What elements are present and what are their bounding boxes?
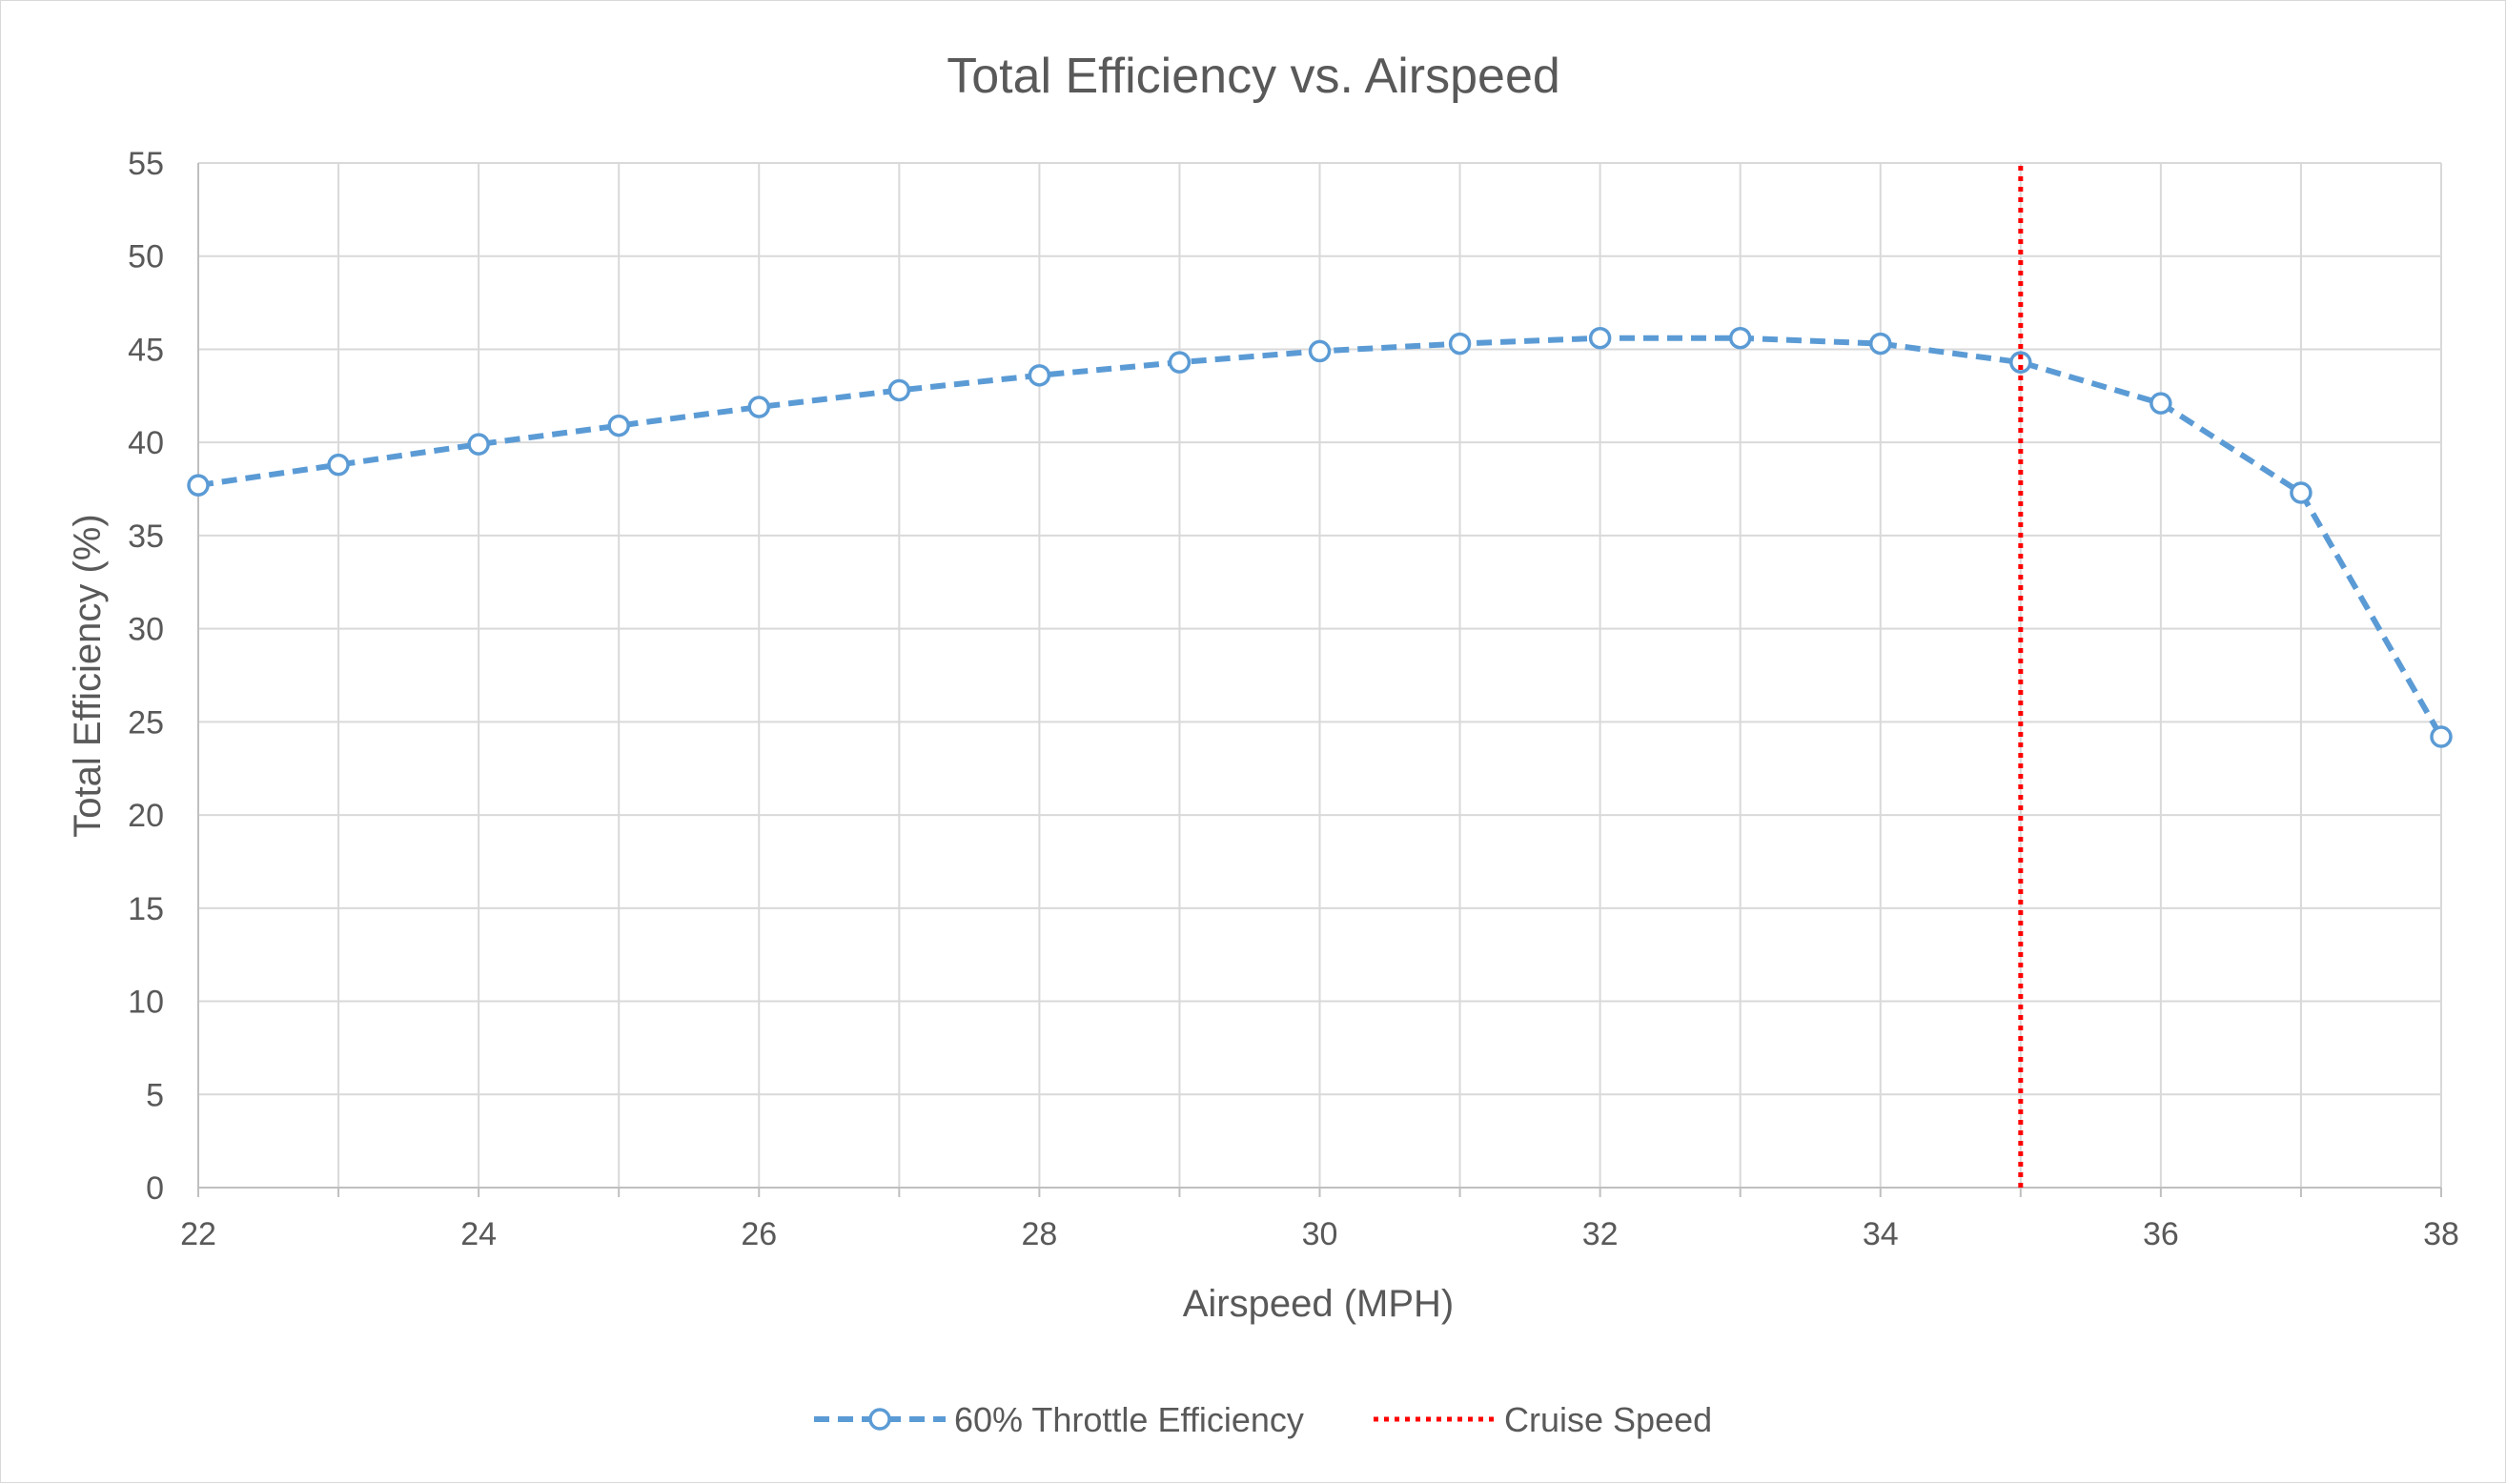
y-tick-labels: 0 5 10 15 20 25 30 35 40 45 50 55	[128, 146, 164, 1207]
data-point-0-3	[607, 414, 630, 437]
data-point-0-14	[2149, 392, 2172, 415]
y-tick-label-15: 15	[128, 891, 164, 927]
data-point-0-2	[467, 433, 490, 456]
data-point-0-4	[747, 396, 770, 418]
data-point-0-12	[1869, 332, 1892, 356]
data-point-0-0	[187, 474, 210, 497]
axes	[197, 163, 2442, 1197]
x-tick-label-26: 26	[741, 1216, 777, 1252]
legend-label-1: Cruise Speed	[1504, 1400, 1712, 1439]
data-point-0-9	[1448, 332, 1472, 356]
x-tick-labels: 22 24 26 28 30 32 34 36 38	[180, 1216, 2459, 1252]
x-tick-label-32: 32	[1582, 1216, 1619, 1252]
y-tick-label-50: 50	[128, 239, 164, 275]
chart-title: Total Efficiency vs. Airspeed	[947, 49, 1560, 104]
y-axis-title: Total Efficiency (%)	[67, 514, 109, 837]
x-tick-label-38: 38	[2423, 1216, 2459, 1252]
data-point-0-8	[1308, 339, 1332, 363]
data-point-0-1	[327, 453, 350, 477]
data-point-0-16	[2430, 725, 2453, 748]
y-tick-label-55: 55	[128, 146, 164, 182]
data-point-0-5	[887, 378, 911, 402]
legend: 60% Throttle Efficiency Cruise Speed	[814, 1400, 1712, 1439]
x-axis-title: Airspeed (MPH)	[1183, 1283, 1455, 1325]
data-point-0-7	[1168, 351, 1192, 374]
data-point-0-6	[1028, 364, 1051, 387]
y-tick-label-20: 20	[128, 798, 164, 834]
x-tick-label-28: 28	[1021, 1216, 1057, 1252]
y-tick-label-45: 45	[128, 332, 164, 368]
legend-label-0: 60% Throttle Efficiency	[954, 1400, 1304, 1439]
y-tick-label-5: 5	[146, 1077, 164, 1113]
x-tick-label-36: 36	[2143, 1216, 2179, 1252]
x-tick-label-34: 34	[1863, 1216, 1899, 1252]
series-layer	[187, 163, 2453, 1188]
data-point-0-13	[2009, 351, 2032, 374]
data-point-0-15	[2290, 481, 2312, 504]
x-tick-label-30: 30	[1302, 1216, 1338, 1252]
y-tick-label-35: 35	[128, 518, 164, 555]
grid-lines	[197, 162, 2442, 1189]
y-tick-label-25: 25	[128, 704, 164, 741]
legend-marker-0	[868, 1408, 891, 1431]
y-tick-label-0: 0	[146, 1170, 164, 1207]
x-tick-label-22: 22	[180, 1216, 216, 1252]
y-tick-label-30: 30	[128, 612, 164, 648]
data-point-0-11	[1728, 326, 1752, 350]
y-tick-label-10: 10	[128, 985, 164, 1021]
data-point-0-10	[1588, 326, 1612, 350]
y-tick-label-40: 40	[128, 425, 164, 461]
x-tick-label-24: 24	[460, 1216, 497, 1252]
